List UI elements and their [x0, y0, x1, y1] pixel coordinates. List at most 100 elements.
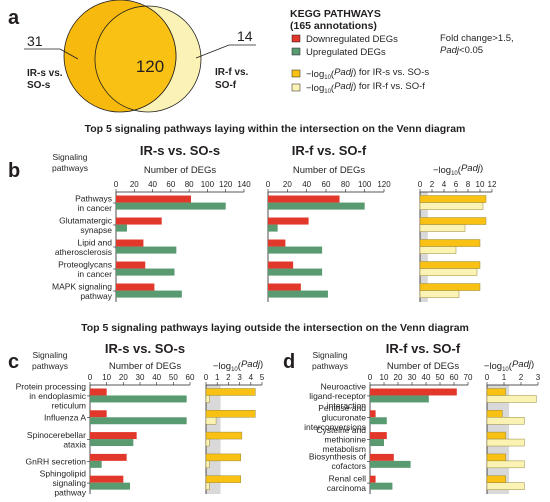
bar-b-0 [268, 202, 365, 210]
bar-b-1 [205, 417, 217, 425]
legend-subtitle: (165 annotations) [290, 20, 377, 32]
bar-b-0 [90, 395, 187, 403]
venn-left-label-2: SO-s [27, 80, 51, 91]
bar-b-2 [90, 439, 134, 447]
category-label: pathway [54, 488, 86, 498]
c-padj-xlabel: −log10(Padj) [213, 359, 263, 373]
x-tick-label: 60 [166, 180, 175, 189]
x-tick-label: 20 [283, 180, 292, 189]
legend-padj-f-label: −log10(Padj) for IR-f vs. SO-f [306, 81, 425, 95]
bar-b-2 [419, 246, 457, 254]
category-label: Influenza A [44, 413, 86, 423]
x-tick-label: 120 [219, 180, 233, 189]
bar-b-4 [90, 482, 130, 490]
bar-a-0 [486, 388, 506, 396]
x-tick-label: 20 [394, 373, 403, 382]
bar-a-2 [370, 432, 387, 440]
venn-center-count: 120 [136, 57, 164, 76]
x-tick-label: 80 [341, 180, 350, 189]
chart-b-IRf: 0 20 40 60 80 100 120 [266, 180, 391, 302]
bar-b-1 [268, 224, 278, 232]
bar-b-3 [205, 460, 210, 469]
bar-b-2 [486, 438, 525, 447]
category-label: Sphingolipid [40, 469, 87, 479]
d-ylabel-1: Signaling [313, 350, 348, 360]
bar-a-0 [268, 195, 340, 203]
legend-down-label: Downregulated DEGs [306, 34, 398, 45]
category-label: Cysteine and [316, 425, 366, 435]
b-irf-xlabel: Number of DEGs [293, 165, 366, 176]
b-padj-xlabel: −log10(Padj) [433, 163, 483, 177]
legend: KEGG PATHWAYS (165 annotations) Downregu… [290, 8, 514, 95]
category-label: signaling [52, 478, 86, 488]
category-label: synapse [80, 225, 112, 235]
b-irs-xlabel: Number of DEGs [144, 165, 217, 176]
category-label: in cancer [78, 203, 113, 213]
category-label: GnRH secretion [26, 456, 87, 466]
bar-a-2 [419, 239, 481, 247]
bar-a-1 [205, 410, 256, 418]
x-tick-label: 100 [201, 180, 215, 189]
bar-b-1 [90, 417, 187, 425]
x-tick-label: 10 [102, 373, 111, 382]
x-tick-label: 30 [408, 373, 417, 382]
bar-a-4 [268, 283, 301, 291]
bar-a-1 [486, 410, 503, 418]
x-tick-label: 1 [215, 373, 220, 382]
chart-b-padj: 0 2 4 6 8 10 12 [418, 180, 497, 302]
bar-a-2 [486, 431, 506, 440]
x-tick-label: 120 [377, 180, 391, 189]
c-irs-xlabel: Number of DEGs [109, 361, 182, 372]
x-tick-label: 40 [422, 373, 431, 382]
bar-a-3 [486, 453, 506, 462]
panel-label-a: a [8, 7, 20, 29]
x-tick-label: 100 [358, 180, 372, 189]
bar-b-3 [486, 460, 525, 469]
bar-b-3 [370, 460, 411, 468]
category-label: glucuronate [322, 413, 367, 423]
x-tick-label: 70 [464, 373, 473, 382]
bar-b-2 [370, 439, 384, 447]
panel-label-d: d [283, 351, 295, 373]
bar-a-0 [205, 388, 256, 396]
bar-a-1 [370, 410, 376, 418]
category-label: ligand-receptor [309, 391, 366, 401]
x-tick-label: 80 [185, 180, 194, 189]
bar-a-0 [370, 388, 457, 396]
legend-swatch-padj-s [291, 69, 301, 78]
x-tick-label: 0 [485, 373, 490, 382]
c-ylabel-1: Signaling [33, 350, 68, 360]
x-tick-label: 0 [266, 180, 271, 189]
bar-a-1 [419, 217, 487, 225]
bar-a-2 [205, 431, 243, 440]
bar-a-4 [486, 475, 506, 483]
category-label: Pathways [75, 193, 112, 203]
legend-up-label: Upregulated DEGs [306, 47, 386, 58]
category-label: Biosynthesis of [309, 452, 367, 462]
bar-b-2 [205, 438, 210, 447]
chart-d-IRf: 0 10 20 30 40 50 60 70 Neuroactiveligand-recepto… [304, 373, 473, 494]
bar-a-0 [419, 195, 487, 203]
venn-right-label-2: SO-f [215, 80, 237, 91]
bar-b-0 [419, 202, 484, 210]
bar-b-4 [268, 290, 328, 298]
category-label: pathway [80, 291, 112, 301]
bar-b-2 [116, 246, 177, 254]
category-label: methionine [324, 435, 366, 445]
x-tick-label: 3 [237, 373, 242, 382]
x-tick-label: 140 [237, 180, 251, 189]
category-label: carcinoma [327, 483, 366, 493]
x-tick-label: 60 [322, 180, 331, 189]
legend-criteria-1: Fold change>1.5, [440, 33, 514, 44]
x-tick-label: 40 [152, 373, 161, 382]
category-label: Neuroactive [321, 381, 367, 391]
x-tick-label: 60 [450, 373, 459, 382]
category-label: in endoplasmic [29, 391, 86, 401]
x-tick-label: 3 [536, 373, 541, 382]
bar-a-4 [419, 283, 481, 291]
legend-padj-s-label: −log10(Padj) for IR-s vs. SO-s [306, 67, 429, 81]
bar-a-1 [268, 217, 309, 225]
